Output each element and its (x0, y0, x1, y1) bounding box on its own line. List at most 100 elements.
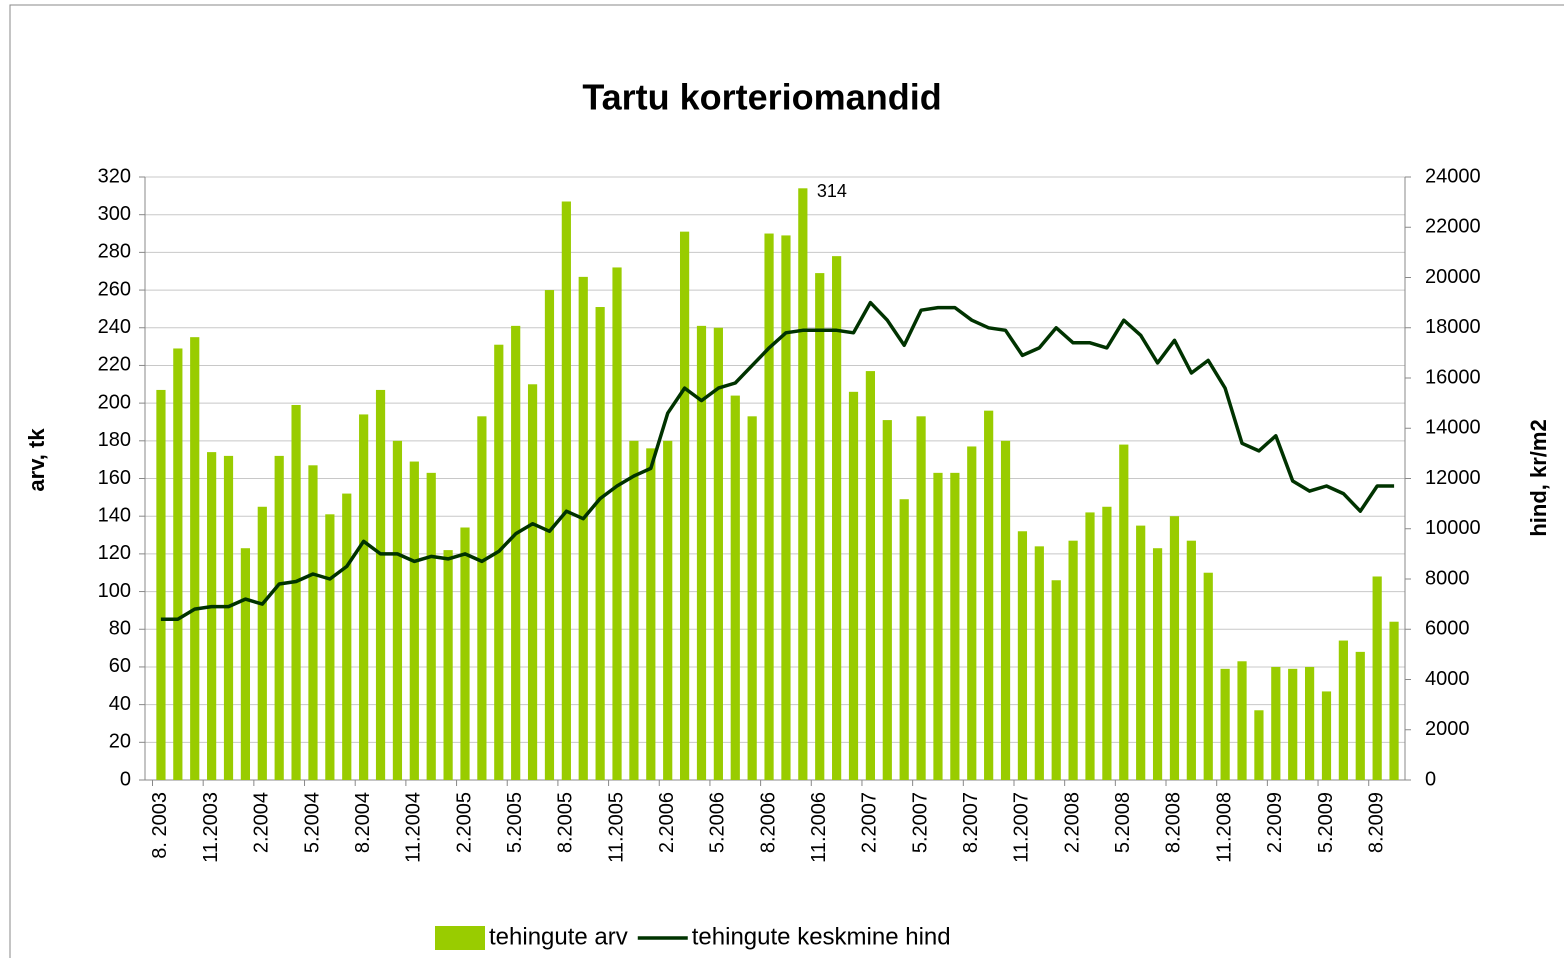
bar (1152, 548, 1163, 780)
bar (527, 384, 538, 780)
chart-title: Tartu korteriomandid (582, 77, 941, 118)
y-tick-label: 280 (98, 241, 131, 263)
y-tick-label: 20 (109, 731, 131, 753)
bar (899, 499, 909, 780)
y-axis-label: arv, tk (24, 428, 49, 492)
y2-tick-label: 8000 (1425, 567, 1470, 589)
x-tick-label: 8. 2003 (149, 792, 171, 859)
bar (1254, 710, 1264, 780)
bar (409, 461, 419, 780)
y2-tick-label: 24000 (1425, 165, 1481, 187)
x-tick-label: 11.2007 (1011, 792, 1033, 863)
y-tick-label: 240 (98, 316, 131, 338)
bar (984, 410, 994, 780)
x-tick-label: 11.2005 (605, 792, 627, 863)
bar (1136, 525, 1146, 780)
bar (207, 452, 217, 780)
y2-tick-label: 12000 (1425, 467, 1481, 489)
bar (1271, 666, 1281, 780)
bar (646, 448, 656, 780)
legend-label: tehingute arv (489, 923, 628, 950)
bar (696, 325, 707, 780)
data-label: 314 (817, 181, 847, 201)
bar (1321, 691, 1332, 780)
y-tick-label: 0 (120, 768, 131, 790)
y2-tick-label: 20000 (1425, 266, 1481, 288)
bar (916, 416, 926, 780)
bar (950, 472, 960, 780)
bar (173, 348, 183, 780)
y-tick-label: 260 (98, 278, 131, 300)
x-tick-label: 8.2009 (1365, 792, 1387, 853)
bar (1017, 531, 1028, 780)
bar (342, 493, 352, 780)
bar (291, 405, 301, 780)
x-tick-label: 8.2006 (757, 792, 779, 853)
y-tick-label: 140 (98, 504, 131, 526)
bar (848, 391, 859, 780)
bar (1220, 668, 1230, 780)
bar (325, 514, 335, 780)
y-tick-label: 60 (109, 655, 131, 677)
bar (1186, 540, 1196, 780)
bar (595, 307, 605, 780)
y-tick-label: 100 (98, 580, 131, 602)
bar (612, 267, 622, 780)
y-tick-label: 80 (109, 618, 131, 640)
legend-label: tehingute keskmine hind (692, 923, 951, 950)
bar (375, 389, 386, 780)
bar (865, 371, 876, 780)
bar (679, 231, 690, 781)
x-tick-label: 11.2003 (200, 792, 222, 863)
x-tick-label: 2.2004 (251, 792, 273, 853)
y2-tick-label: 10000 (1425, 517, 1481, 539)
bar (781, 235, 791, 780)
y2-tick-label: 16000 (1425, 366, 1481, 388)
bar (629, 440, 639, 780)
x-tick-label: 8.2008 (1163, 792, 1185, 853)
bar (1389, 621, 1399, 780)
bar (815, 273, 825, 780)
x-tick-label: 8.2004 (352, 792, 374, 853)
bar (240, 548, 251, 780)
bar (460, 527, 470, 780)
y-tick-label: 160 (98, 467, 131, 489)
bar (1000, 440, 1011, 780)
y-tick-label: 40 (109, 693, 131, 715)
bar (1034, 546, 1044, 780)
x-tick-label: 5.2008 (1112, 792, 1134, 853)
bar (1304, 666, 1315, 780)
bar (561, 201, 571, 780)
x-tick-label: 11.2006 (808, 792, 830, 863)
bar (578, 276, 588, 780)
x-tick-label: 2.2006 (656, 792, 678, 853)
x-tick-label: 5.2009 (1315, 792, 1337, 853)
bar (747, 416, 757, 780)
bar (443, 550, 453, 780)
bar (257, 506, 267, 780)
bar (1288, 668, 1298, 780)
legend-swatch (435, 926, 485, 950)
bar (1237, 661, 1247, 780)
x-tick-label: 8.2005 (555, 792, 577, 853)
bar (494, 344, 504, 780)
y2-axis-label: hind, kr/m2 (1526, 419, 1551, 536)
bar (544, 290, 555, 780)
bar (1355, 651, 1365, 780)
y2-tick-label: 18000 (1425, 316, 1481, 338)
bar (882, 420, 892, 780)
bar (933, 472, 943, 780)
x-tick-label: 11.2008 (1213, 792, 1235, 863)
bar (308, 465, 318, 780)
bar (274, 455, 284, 780)
bar (1338, 640, 1348, 780)
bar (1051, 580, 1061, 780)
y2-tick-label: 0 (1425, 768, 1436, 790)
y2-tick-label: 4000 (1425, 668, 1470, 690)
bar (798, 188, 808, 780)
x-tick-label: 2.2009 (1264, 792, 1286, 853)
x-tick-label: 5.2004 (301, 792, 323, 853)
y-tick-label: 200 (98, 391, 131, 413)
y-tick-label: 320 (98, 165, 131, 187)
